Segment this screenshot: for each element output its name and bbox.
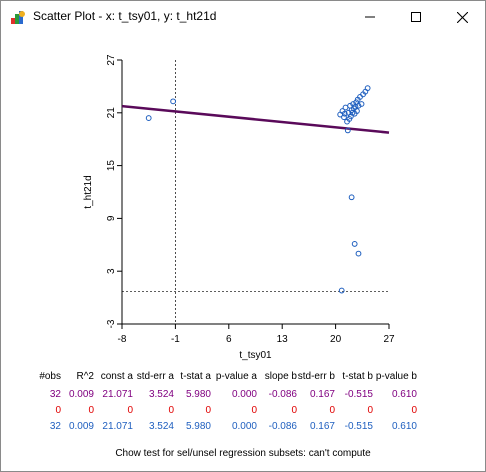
data-point <box>341 110 348 117</box>
stats-cell: 0 <box>291 405 297 416</box>
stats-header-cell: std-err b <box>297 371 335 382</box>
y-tick-label: 15 <box>106 160 117 172</box>
stats-cell: -0.515 <box>344 421 373 432</box>
app-icon <box>11 11 25 24</box>
stats-cell: 0.167 <box>309 421 335 432</box>
close-icon <box>456 11 468 23</box>
stats-cell: 0.167 <box>309 389 335 400</box>
stats-cell: 0.009 <box>68 421 94 432</box>
stats-cell: 0.009 <box>68 389 94 400</box>
stats-cell: 0 <box>367 405 373 416</box>
stats-cell: 3.524 <box>148 421 174 432</box>
stats-cell: 21.071 <box>102 421 133 432</box>
data-point <box>346 116 353 122</box>
stats-row-all: 32 0.009 21.071 3.524 5.980 0.000 -0.086 0.167-… <box>1 389 485 403</box>
data-point <box>348 194 355 201</box>
chow-test-text: Chow test for sel/unsel regression subse… <box>115 448 371 459</box>
data-point <box>355 102 362 109</box>
stats-header-cell: t-stat a <box>180 371 211 382</box>
x-tick-label: -1 <box>171 334 180 345</box>
stats-header-cell: R^2 <box>76 371 94 382</box>
data-point <box>145 115 152 121</box>
stats-cell: -0.086 <box>268 389 297 400</box>
stats-header-cell: std-err a <box>136 371 174 382</box>
stats-header-cell: p-value a <box>215 371 257 382</box>
data-point <box>354 108 360 114</box>
minimize-icon <box>365 16 375 18</box>
title-bar[interactable]: Scatter Plot - x: t_tsy01, y: t_ht21d <box>1 1 485 33</box>
y-tick-label: 21 <box>106 107 117 119</box>
stats-cell: 0.000 <box>231 389 257 400</box>
stats-header-cell: slope b <box>264 371 297 382</box>
stats-row-unselected: 32 0.009 21.071 3.524 5.980 0.000 -0.086 0.167-… <box>1 421 485 435</box>
x-axis-title: t_tsy01 <box>239 350 272 361</box>
stats-cell: -0.086 <box>268 421 297 432</box>
stats-cell: 5.980 <box>185 421 211 432</box>
stats-cell: 0 <box>168 405 174 416</box>
data-point <box>341 114 347 121</box>
window-title: Scatter Plot - x: t_tsy01, y: t_ht21d <box>33 9 217 23</box>
stats-cell: 3.524 <box>148 389 174 400</box>
stats-header-cell: #obs <box>39 371 61 382</box>
stats-cell: 0.610 <box>391 389 417 400</box>
x-tick-label: 20 <box>330 334 342 345</box>
x-tick-label: 6 <box>226 334 232 345</box>
minimize-button[interactable] <box>347 1 393 33</box>
stats-header-row: #obs R^2 const a std-err a t-stat a p-value a… <box>1 371 485 385</box>
stats-cell: -0.515 <box>344 389 373 400</box>
data-point <box>338 287 345 294</box>
data-point <box>364 85 371 92</box>
stats-cell: 0 <box>55 405 61 416</box>
stats-cell: 0 <box>329 405 335 416</box>
stats-cell: 0.000 <box>231 421 257 432</box>
close-button[interactable] <box>439 1 485 33</box>
y-tick-label: 3 <box>106 268 117 274</box>
y-axis-title: t_ht21d <box>83 175 94 208</box>
stats-header-cell: p-value b <box>375 371 417 382</box>
data-point <box>355 250 362 257</box>
stats-cell: 32 <box>49 421 61 432</box>
stats-cell: 0 <box>411 405 417 416</box>
stats-header-cell: const a <box>100 371 133 382</box>
plot-area[interactable]: -8 -1 6 13 20 27 -3 3 9 15 21 27 t_tsy01 t_ht21d <box>1 33 485 363</box>
stats-cell: 0 <box>205 405 211 416</box>
y-tick-label: 27 <box>106 54 117 66</box>
stats-cell: 0.610 <box>391 421 417 432</box>
stats-row-selected: 0 0 0 0 0 0 0 0 0 0 <box>1 405 485 419</box>
maximize-button[interactable] <box>393 1 439 33</box>
data-point <box>351 241 358 247</box>
data-point <box>344 127 351 134</box>
stats-cell: 32 <box>49 389 61 400</box>
regression-line <box>121 104 390 134</box>
x-tick-label: -8 <box>118 334 127 345</box>
data-point <box>170 98 177 105</box>
maximize-icon <box>411 12 421 22</box>
stats-cell: 0 <box>88 405 94 416</box>
stats-cell: 0 <box>127 405 133 416</box>
scatter-chart[interactable]: -8 -1 6 13 20 27 -3 3 9 15 21 27 t_tsy01 t_ht21d <box>1 33 485 363</box>
x-tick-label: 27 <box>383 334 395 345</box>
stats-cell: 5.980 <box>185 389 211 400</box>
y-tick-label: -3 <box>106 319 117 328</box>
stats-header-cell: t-stat b <box>342 371 373 382</box>
data-point <box>358 101 365 107</box>
stats-cell: 21.071 <box>102 389 133 400</box>
y-tick-label: 9 <box>106 215 117 221</box>
stats-cell: 0 <box>251 405 257 416</box>
x-tick-label: 13 <box>277 334 289 345</box>
